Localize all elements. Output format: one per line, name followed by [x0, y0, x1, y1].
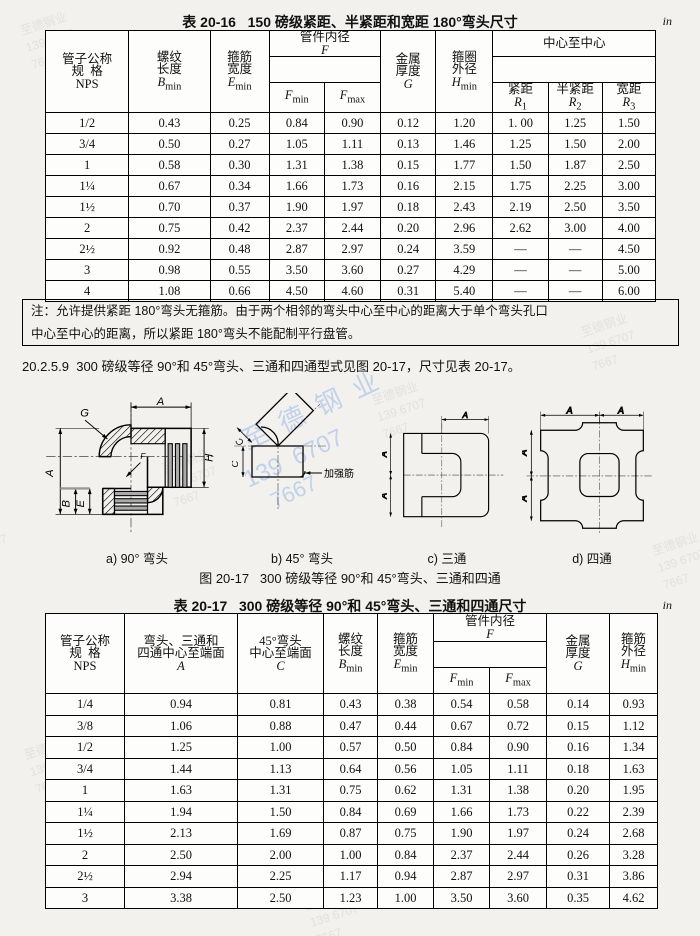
svg-text:A: A — [156, 396, 164, 408]
svg-text:E: E — [75, 500, 87, 508]
svg-text:A: A — [382, 451, 388, 458]
svg-text:B: B — [61, 500, 73, 508]
svg-text:A: A — [461, 411, 468, 420]
svg-text:G: G — [80, 408, 89, 420]
svg-text:A: A — [522, 495, 529, 502]
svg-text:C: C — [232, 460, 241, 467]
svg-text:A: A — [382, 493, 388, 500]
svg-text:加强筋: 加强筋 — [324, 467, 354, 480]
svg-text:A: A — [566, 405, 573, 415]
svg-text:A: A — [522, 450, 529, 457]
svg-text:A: A — [617, 405, 624, 415]
svg-text:A: A — [44, 469, 56, 477]
svg-text:H: H — [203, 453, 215, 462]
